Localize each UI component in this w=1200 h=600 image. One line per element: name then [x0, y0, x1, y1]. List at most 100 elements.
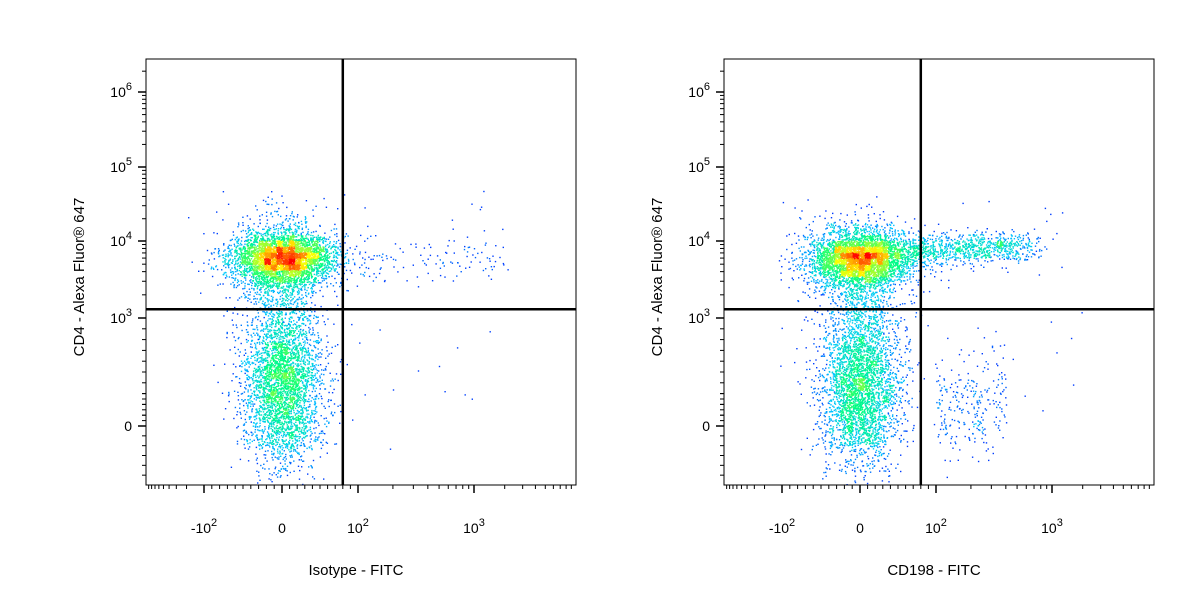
event-dot: [301, 255, 304, 257]
event-dot: [289, 451, 291, 453]
event-dot: [227, 203, 230, 205]
event-dot: [298, 265, 300, 267]
event-dot: [293, 251, 295, 253]
event-dot: [303, 237, 305, 240]
event-dot: [261, 239, 263, 241]
event-dot: [291, 456, 293, 458]
event-dot: [330, 270, 332, 272]
event-dot: [324, 270, 326, 273]
event-dot: [273, 263, 275, 266]
event-dot: [259, 265, 261, 267]
event-dot: [259, 246, 261, 249]
event-dot: [275, 280, 277, 282]
event-dot: [311, 260, 313, 262]
event-dot: [259, 222, 261, 225]
event-dot: [290, 244, 292, 246]
event-dot: [306, 245, 308, 247]
event-dot: [275, 247, 277, 249]
event-dot: [308, 326, 310, 329]
event-dot: [313, 273, 316, 276]
event-dot: [262, 432, 265, 434]
event-dot: [234, 279, 236, 282]
event-dot: [247, 231, 249, 234]
event-dot: [318, 260, 320, 262]
event-dot: [287, 220, 289, 222]
event-dot: [261, 366, 263, 369]
event-dot: [270, 266, 273, 268]
event-dot: [272, 265, 274, 267]
event-dot: [275, 250, 277, 252]
event-dot: [323, 259, 326, 262]
event-dot: [281, 195, 283, 197]
event-dot: [294, 256, 296, 258]
event-dot: [281, 268, 284, 270]
event-dot: [246, 243, 249, 245]
event-dot: [290, 258, 293, 260]
event-dot: [229, 269, 232, 271]
event-dot: [372, 280, 375, 282]
event-dot: [265, 240, 267, 242]
event-dot: [298, 411, 301, 413]
event-dot: [300, 263, 302, 265]
event-dot: [252, 275, 254, 277]
event-dot: [296, 278, 298, 281]
event-dot: [278, 359, 280, 361]
event-dot: [286, 240, 288, 242]
event-dot: [268, 478, 270, 480]
event-dot: [276, 260, 278, 263]
event-dot: [274, 210, 276, 213]
event-dot: [267, 243, 269, 245]
event-dot: [304, 216, 307, 218]
event-dot: [323, 405, 325, 408]
event-dot: [312, 268, 314, 270]
event-dot: [335, 228, 338, 230]
event-dot: [249, 253, 251, 255]
event-dot: [310, 252, 312, 254]
event-dot: [286, 278, 288, 280]
event-dot: [305, 284, 307, 286]
event-dot: [280, 224, 283, 226]
event-dot: [225, 297, 227, 299]
event-dot: [279, 241, 281, 244]
event-dot: [260, 267, 262, 269]
event-dot: [277, 273, 279, 276]
event-dot: [288, 264, 290, 266]
event-dot: [275, 275, 277, 277]
event-dot: [281, 264, 284, 267]
event-dot: [318, 267, 321, 269]
event-dot: [275, 270, 278, 273]
event-dot: [259, 252, 261, 254]
event-dot: [257, 236, 259, 239]
event-dot: [253, 263, 255, 265]
event-dot: [318, 244, 321, 246]
event-dot: [348, 260, 350, 262]
event-dot: [334, 268, 336, 270]
event-dot: [304, 248, 307, 251]
event-dot: [236, 259, 238, 262]
event-dot: [325, 266, 328, 268]
event-dot: [275, 357, 278, 359]
event-dot: [236, 249, 238, 252]
event-dot: [346, 289, 348, 292]
event-dot: [269, 229, 271, 232]
event-dot: [226, 275, 228, 278]
event-dot: [324, 238, 326, 240]
event-dot: [324, 274, 327, 277]
event-dot: [301, 238, 303, 240]
event-dot: [243, 438, 246, 441]
event-dot: [325, 238, 328, 240]
event-dot: [285, 233, 287, 235]
event-dot: [330, 267, 332, 270]
event-dot: [311, 286, 313, 289]
event-dot: [322, 295, 324, 298]
event-dot: [310, 237, 312, 239]
event-dot: [271, 241, 273, 244]
event-dot: [235, 263, 237, 265]
event-dot: [240, 271, 242, 273]
event-dot: [282, 224, 284, 227]
event-dot: [224, 255, 227, 258]
event-dot: [300, 252, 302, 255]
event-dot: [266, 416, 268, 418]
event-dot: [315, 277, 317, 279]
event-dot: [222, 273, 224, 276]
